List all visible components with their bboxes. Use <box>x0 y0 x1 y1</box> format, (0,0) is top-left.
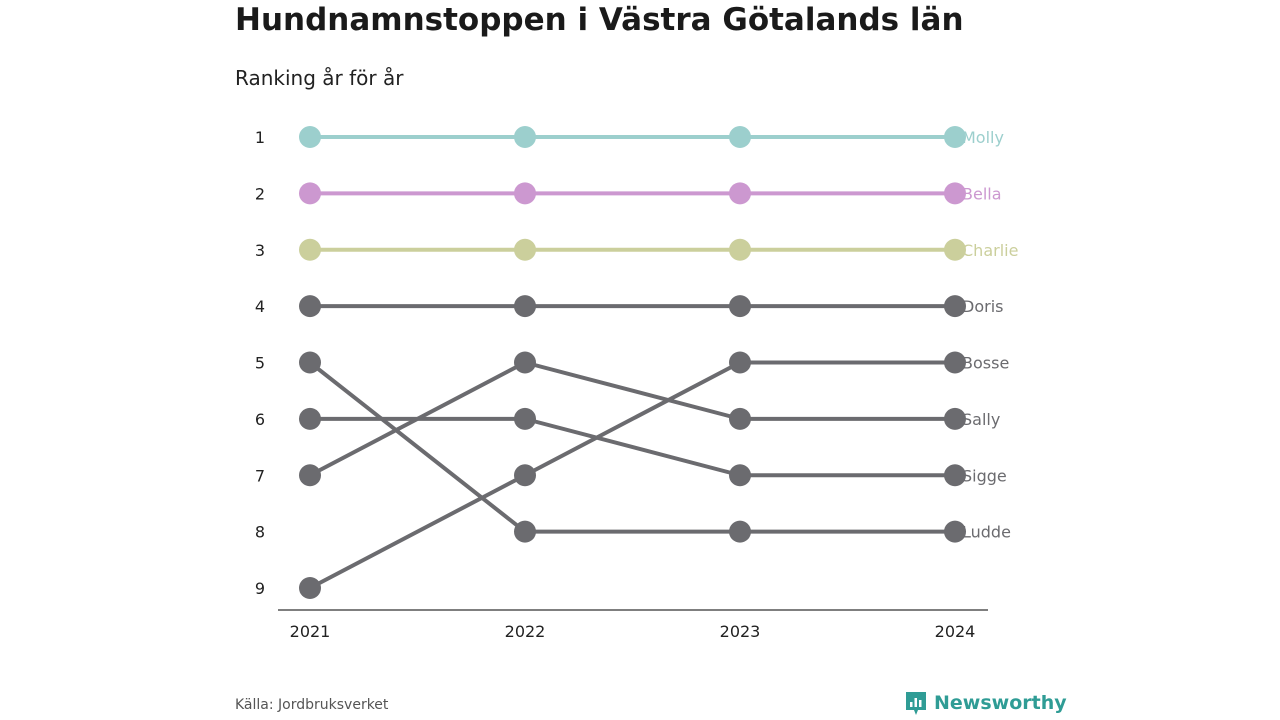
series-line <box>308 416 957 478</box>
data-point <box>729 464 751 487</box>
series-label: Bosse <box>962 354 1009 373</box>
data-point <box>514 407 536 430</box>
data-point <box>299 238 321 261</box>
data-point <box>299 126 321 148</box>
series-line <box>308 360 957 534</box>
series-label: Charlie <box>962 241 1018 260</box>
data-point <box>514 351 536 374</box>
data-point <box>514 464 536 487</box>
data-point <box>514 238 536 261</box>
data-point <box>944 126 966 148</box>
data-point <box>944 407 966 430</box>
bar-chart-icon <box>906 692 926 715</box>
y-tick-label: 4 <box>255 297 265 316</box>
data-point <box>944 520 966 543</box>
chart-title: Hundnamnstoppen i Västra Götalands län <box>235 2 964 38</box>
data-point <box>944 238 966 261</box>
data-point <box>944 464 966 487</box>
series-label: Molly <box>962 128 1004 147</box>
data-point <box>514 520 536 543</box>
x-tick-label: 2021 <box>290 622 331 641</box>
data-point <box>729 407 751 430</box>
series-line <box>308 360 957 590</box>
y-tick-label: 1 <box>255 128 265 147</box>
series-label: Bella <box>962 184 1002 203</box>
brand-name: Newsworthy <box>934 692 1067 714</box>
source-note: Källa: Jordbruksverket <box>235 697 389 713</box>
x-tick-label: 2023 <box>720 622 761 641</box>
x-tick-label: 2024 <box>935 622 976 641</box>
y-tick-label: 2 <box>255 184 265 203</box>
data-point <box>729 238 751 261</box>
series-label: Sigge <box>962 466 1007 485</box>
y-tick-label: 5 <box>255 354 265 373</box>
series-label: Doris <box>962 297 1003 316</box>
data-point <box>944 182 966 205</box>
y-tick-label: 8 <box>255 523 265 542</box>
brand-logo[interactable]: Newsworthy <box>904 690 1067 716</box>
data-point <box>729 126 751 148</box>
data-point <box>944 351 966 374</box>
x-tick-label: 2022 <box>505 622 546 641</box>
y-tick-label: 7 <box>255 466 265 485</box>
y-tick-label: 9 <box>255 579 265 598</box>
series-label: Ludde <box>962 523 1011 542</box>
data-point <box>299 351 321 374</box>
data-point <box>729 520 751 543</box>
data-point <box>944 295 966 318</box>
data-point <box>514 295 536 318</box>
series-label: Sally <box>962 410 1000 429</box>
data-point <box>729 182 751 205</box>
data-point <box>299 577 321 599</box>
data-point <box>729 351 751 374</box>
chart-subtitle: Ranking år för år <box>235 66 404 90</box>
data-point <box>299 295 321 318</box>
data-point <box>514 126 536 148</box>
y-tick-label: 3 <box>255 241 265 260</box>
data-point <box>729 295 751 318</box>
data-point <box>299 407 321 430</box>
data-point <box>514 182 536 205</box>
data-point <box>299 464 321 487</box>
y-tick-label: 6 <box>255 410 265 429</box>
data-point <box>299 182 321 205</box>
